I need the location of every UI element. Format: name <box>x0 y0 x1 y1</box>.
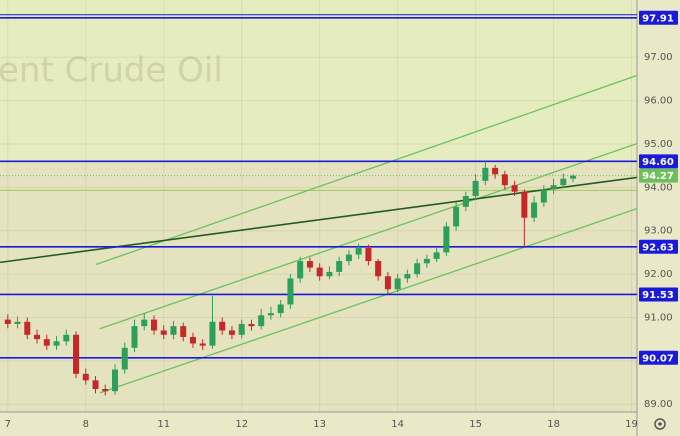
candle-body <box>531 202 538 218</box>
candle-body <box>189 336 196 344</box>
candle-body <box>297 261 304 279</box>
y-tick-label: 94.00 <box>644 182 673 193</box>
level-label-box <box>639 287 678 302</box>
candle-body <box>394 278 401 290</box>
axes: 89.0090.0091.0092.0093.0094.0095.0096.00… <box>5 10 678 430</box>
last-price-box <box>639 168 678 183</box>
candle-body <box>560 178 567 186</box>
candle-body <box>112 369 119 392</box>
candle-body <box>82 373 89 381</box>
candle-body <box>219 321 226 331</box>
candle-body <box>492 167 499 175</box>
x-tick-label: 19 <box>625 419 638 430</box>
level-label: 92.63 <box>642 242 674 253</box>
candle-body <box>482 167 489 181</box>
candle-body <box>14 321 21 324</box>
trend-line <box>0 176 637 264</box>
candle-body <box>365 248 372 262</box>
candle-body <box>375 261 382 277</box>
candle-body <box>345 254 352 262</box>
candle-body <box>521 191 528 218</box>
level-label-box <box>639 350 678 365</box>
candle-body <box>92 380 99 390</box>
settings-icon[interactable] <box>654 418 666 430</box>
level-label: 90.07 <box>642 353 674 364</box>
level-label: 94.60 <box>642 157 674 168</box>
y-tick-label: 97.00 <box>644 52 673 63</box>
y-tick-label: 92.00 <box>644 269 673 280</box>
candle-body <box>248 323 255 327</box>
candle-body <box>121 347 128 370</box>
y-tick-label: 91.00 <box>644 312 673 323</box>
candle-body <box>453 206 460 227</box>
trend-line <box>95 74 637 266</box>
x-tick-label: 12 <box>235 419 248 430</box>
x-tick-label: 8 <box>83 419 89 430</box>
level-label-box <box>639 239 678 254</box>
candle-body <box>141 319 148 327</box>
candle-body <box>150 319 157 331</box>
x-tick-label: 7 <box>5 419 11 430</box>
level-label-box <box>639 154 678 169</box>
trend-line <box>99 207 637 394</box>
candle-body <box>287 278 294 305</box>
candle-body <box>423 258 430 264</box>
candle-body <box>34 334 41 340</box>
candle-body <box>53 341 60 346</box>
candle-body <box>570 175 577 179</box>
candle-body <box>472 180 479 197</box>
candle-body <box>258 315 265 327</box>
candle-body <box>180 326 187 337</box>
y-tick-label: 96.00 <box>644 96 673 107</box>
y-tick-label: 93.00 <box>644 226 673 237</box>
candle-body <box>501 174 508 186</box>
candle-body <box>306 261 313 268</box>
candle-body <box>326 271 333 277</box>
last-price-label: 94.27 <box>642 171 674 182</box>
candle-body <box>462 196 469 207</box>
candle-body <box>316 267 323 277</box>
upper-zone <box>0 0 637 162</box>
candle-body <box>443 226 450 253</box>
trend-line <box>99 142 637 330</box>
level-label: 91.53 <box>642 290 674 301</box>
x-tick-label: 14 <box>391 419 404 430</box>
candle-body <box>550 185 557 190</box>
plot <box>0 0 637 412</box>
candle-body <box>228 330 235 335</box>
candle-body <box>267 313 274 316</box>
y-tick-label: 95.00 <box>644 139 673 150</box>
candle-body <box>160 330 167 335</box>
watermark: ent Crude Oil <box>0 51 223 91</box>
candle-body <box>384 276 391 290</box>
settings-icon-center <box>658 422 662 426</box>
x-tick-label: 13 <box>313 419 326 430</box>
candle-body <box>24 321 31 335</box>
level-label-box <box>639 10 678 25</box>
x-tick-label: 15 <box>469 419 482 430</box>
candle-body <box>170 326 177 335</box>
candle-body <box>511 185 518 192</box>
x-tick-label: 18 <box>547 419 560 430</box>
candle-body <box>199 343 206 346</box>
candle-body <box>63 334 70 342</box>
candle-body <box>4 319 11 324</box>
candle-body <box>209 321 216 346</box>
candle-body <box>73 334 80 374</box>
y-tick-label: 89.00 <box>644 399 673 410</box>
level-label: 97.91 <box>642 13 674 24</box>
candle-body <box>336 261 343 272</box>
candle-body <box>102 389 109 392</box>
candle-body <box>43 339 50 346</box>
candle-body <box>540 189 547 203</box>
candle-body <box>131 326 138 348</box>
candle-body <box>404 274 411 279</box>
candle-body <box>414 263 421 275</box>
candle-body <box>238 323 245 335</box>
candle-body <box>355 248 362 255</box>
candle-body <box>277 304 284 314</box>
x-tick-label: 11 <box>157 419 170 430</box>
candle-body <box>433 252 440 259</box>
